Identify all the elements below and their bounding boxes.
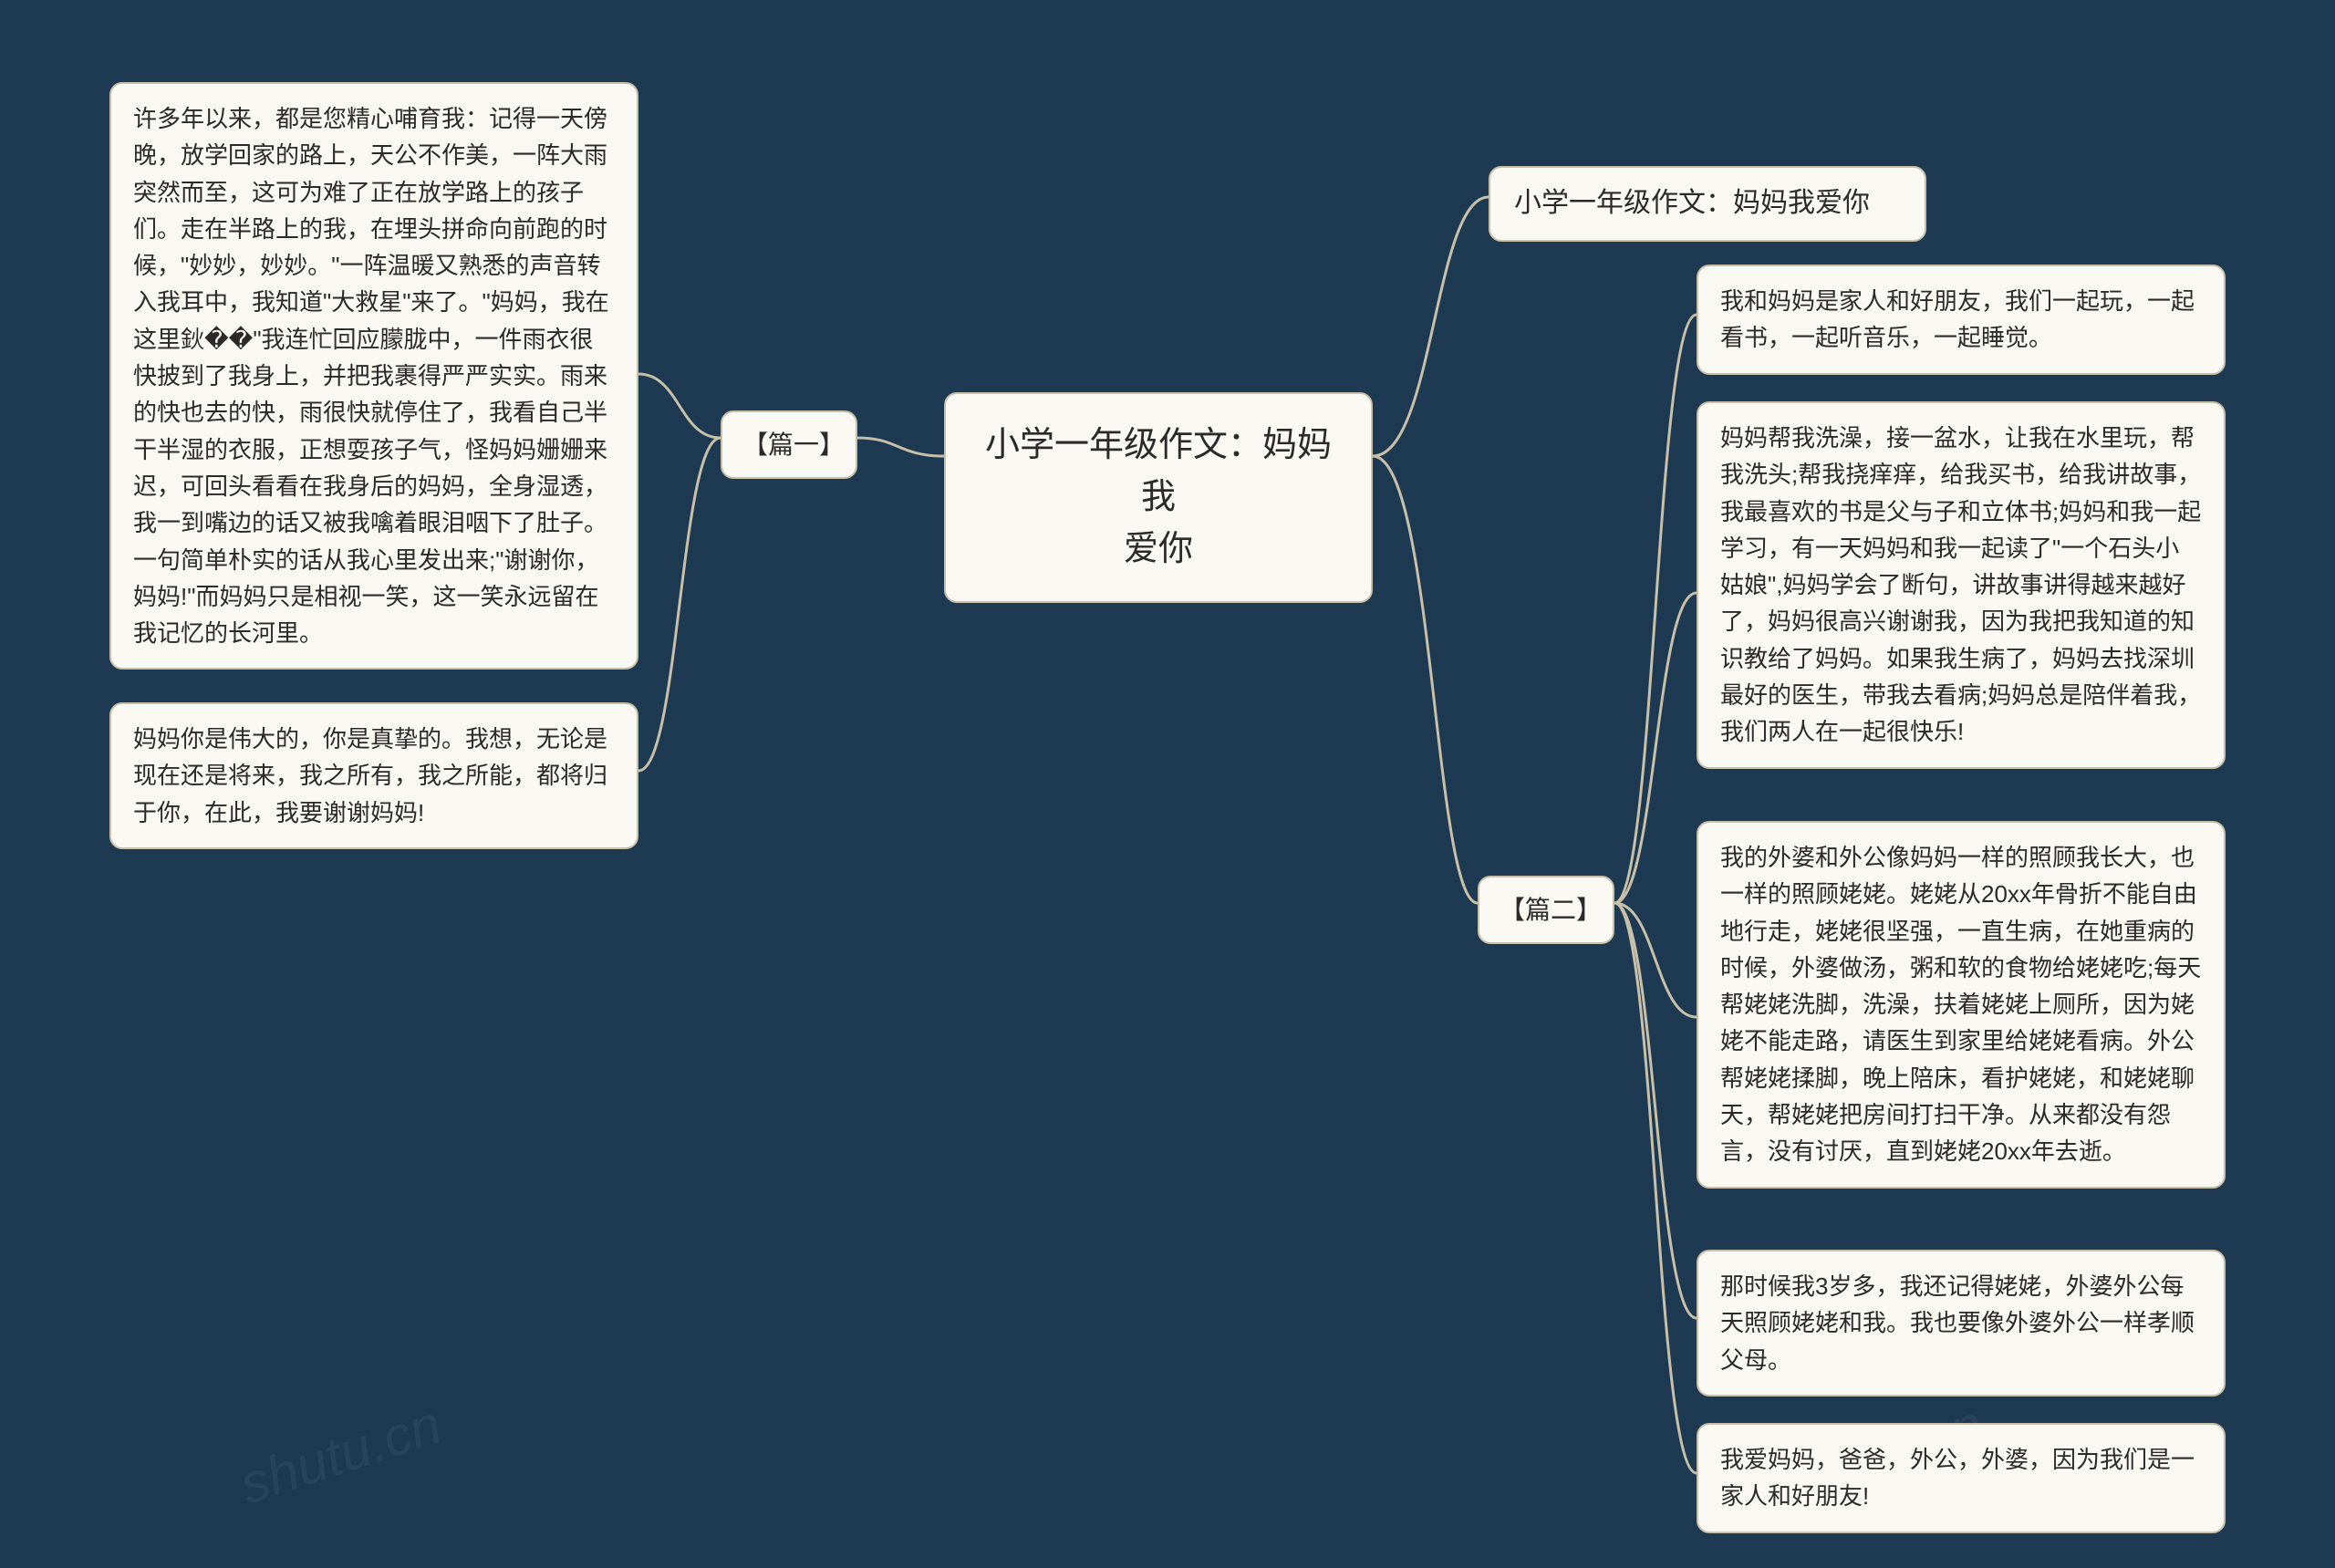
content-node: 许多年以来，都是您精心哺育我：记得一天傍晚，放学回家的路上，天公不作美，一阵大雨… bbox=[109, 82, 638, 670]
content-node: 我的外婆和外公像妈妈一样的照顾我长大，也一样的照顾姥姥。姥姥从20xx年骨折不能… bbox=[1697, 821, 2226, 1189]
title-node: 小学一年级作文：妈妈我爱你 bbox=[1489, 166, 1926, 242]
branch-label-left: 【篇一】 bbox=[721, 410, 857, 479]
content-node: 妈妈帮我洗澡，接一盆水，让我在水里玩，帮我洗头;帮我挠痒痒，给我买书，给我讲故事… bbox=[1697, 401, 2226, 769]
content-node: 我和妈妈是家人和好朋友，我们一起玩，一起看书，一起听音乐，一起睡觉。 bbox=[1697, 265, 2226, 375]
content-node: 我爱妈妈，爸爸，外公，外婆，因为我们是一家人和好朋友! bbox=[1697, 1423, 2226, 1533]
content-node: 那时候我3岁多，我还记得姥姥，外婆外公每天照顾姥姥和我。我也要像外婆外公一样孝顺… bbox=[1697, 1250, 2226, 1397]
content-node: 妈妈你是伟大的，你是真挚的。我想，无论是现在还是将来，我之所有，我之所能，都将归… bbox=[109, 702, 638, 849]
branch-label-right: 【篇二】 bbox=[1478, 876, 1614, 944]
center-node: 小学一年级作文：妈妈我爱你 bbox=[944, 392, 1373, 603]
watermark: shutu.cn bbox=[233, 1393, 449, 1517]
